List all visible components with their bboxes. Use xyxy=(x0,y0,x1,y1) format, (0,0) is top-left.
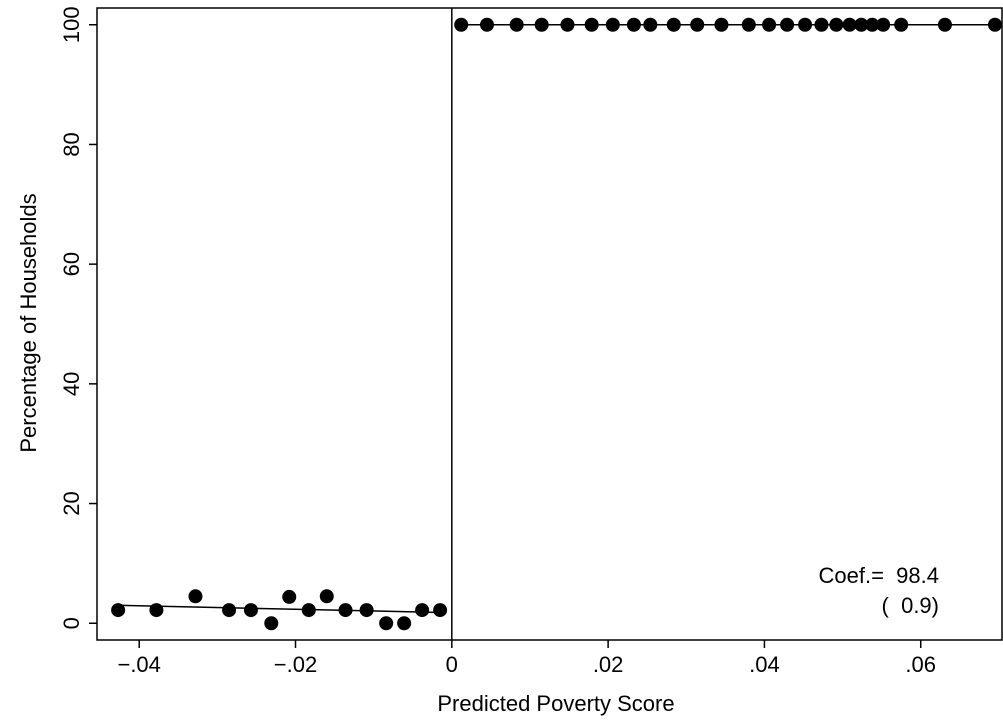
y-tick-label: 80 xyxy=(59,132,84,156)
point xyxy=(415,603,430,618)
point xyxy=(222,603,237,618)
y-tick-label: 100 xyxy=(59,6,84,43)
point xyxy=(264,616,279,631)
point xyxy=(379,616,394,631)
x-tick-label: .02 xyxy=(593,652,624,677)
x-tick-label: .06 xyxy=(905,652,936,677)
y-tick-label: 40 xyxy=(59,372,84,396)
y-tick-label: 60 xyxy=(59,252,84,276)
y-axis-title: Percentage of Households xyxy=(16,193,41,452)
x-tick-label: .04 xyxy=(749,652,780,677)
annotation: Coef.= 98.4 xyxy=(819,563,939,588)
point xyxy=(397,616,412,631)
x-axis-title: Predicted Poverty Score xyxy=(437,691,674,716)
point xyxy=(319,589,334,604)
point xyxy=(282,589,297,604)
point xyxy=(111,603,126,618)
annotation: ( 0.9) xyxy=(882,593,939,618)
plot-frame xyxy=(96,7,1003,641)
x-tick-label: 0 xyxy=(446,652,458,677)
fit-line xyxy=(118,604,441,614)
x-tick-label: −.04 xyxy=(117,652,160,677)
point xyxy=(188,589,203,604)
point xyxy=(433,603,448,618)
point xyxy=(359,603,374,618)
x-tick-label: −.02 xyxy=(274,652,317,677)
point xyxy=(243,603,258,618)
y-tick-label: 0 xyxy=(59,617,84,629)
y-tick-label: 20 xyxy=(59,491,84,515)
point xyxy=(149,603,164,618)
